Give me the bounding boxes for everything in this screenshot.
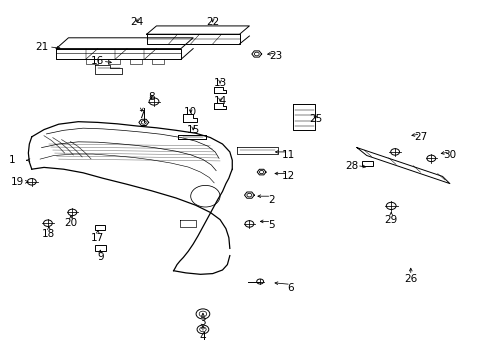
Text: 17: 17 [91,233,104,243]
Text: 8: 8 [148,92,155,102]
Text: 2: 2 [267,195,274,205]
Text: 16: 16 [91,56,104,66]
Text: 3: 3 [199,317,206,327]
Bar [95,225,105,230]
Text: 18: 18 [42,229,56,239]
Text: 10: 10 [184,107,197,117]
Text: 11: 11 [281,150,295,160]
Text: 22: 22 [205,17,219,27]
Text: 27: 27 [413,132,427,142]
Text: 19: 19 [10,177,24,187]
Text: 30: 30 [443,150,455,160]
Text: 20: 20 [64,218,77,228]
Text: 13: 13 [213,78,226,88]
Text: 26: 26 [403,274,417,284]
Text: 21: 21 [35,42,48,52]
Text: 24: 24 [130,17,143,27]
Text: 5: 5 [267,220,274,230]
Text: 23: 23 [269,51,283,61]
Text: 6: 6 [287,283,294,293]
Text: 25: 25 [308,114,322,124]
Text: 29: 29 [384,215,397,225]
Text: 28: 28 [345,161,358,171]
Text: 4: 4 [199,332,206,342]
Bar [95,245,105,251]
Bar [362,161,372,166]
Text: 1: 1 [9,155,16,165]
Text: 14: 14 [213,96,226,106]
Text: 12: 12 [281,171,295,181]
Text: 15: 15 [186,125,200,135]
Text: 9: 9 [97,252,103,262]
Text: 7: 7 [138,110,145,120]
